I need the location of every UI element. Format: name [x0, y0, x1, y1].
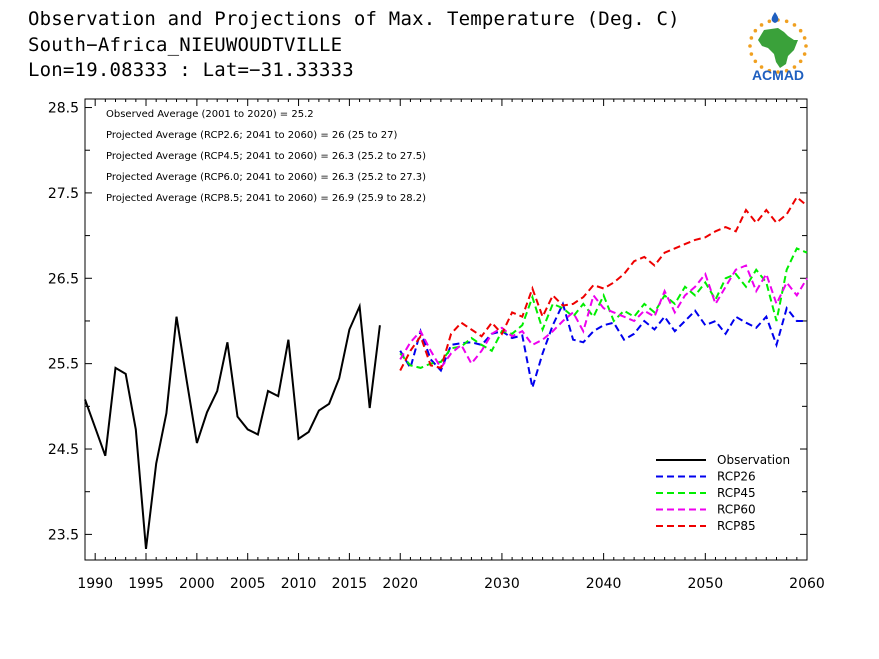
sun-ring-dot — [784, 19, 789, 24]
chart-title-line-3: Lon=19.08333 : Lat=−31.33333 — [28, 59, 354, 81]
x-tick-label: 2050 — [687, 576, 723, 592]
sun-ring-dot — [749, 52, 754, 56]
series-line-rcp26 — [399, 301, 807, 388]
y-tick-label: 24.5 — [48, 442, 79, 458]
x-tick-label: 2060 — [789, 576, 825, 592]
legend-label: RCP26 — [717, 470, 756, 484]
x-tick-label: 1990 — [77, 576, 113, 592]
chart-legend: Observation RCP26 RCP45 RCP60 RCP85 — [656, 453, 790, 533]
series-line-rcp45 — [399, 247, 808, 369]
sun-ring-icon — [748, 18, 808, 74]
acmad-logo-text: ACMAD — [752, 67, 804, 83]
average-annotation: Observed Average (2001 to 2020) = 25.2 — [106, 109, 314, 120]
average-annotation: Projected Average (RCP2.6; 2041 to 2060)… — [106, 130, 398, 141]
x-tick-label: 2040 — [586, 576, 622, 592]
x-tick-label: 2020 — [382, 576, 418, 592]
x-tick-label: 2010 — [281, 576, 317, 592]
sun-ring-dot — [792, 23, 797, 27]
series-line-rcp85 — [399, 195, 808, 371]
sun-ring-dot — [804, 44, 808, 48]
africa-map-icon — [758, 28, 798, 68]
chart-title-line-2: South−Africa_NIEUWOUDTVILLE — [28, 34, 343, 56]
average-annotation: Projected Average (RCP4.5; 2041 to 2060)… — [106, 151, 426, 162]
legend-label: RCP45 — [717, 486, 756, 500]
y-tick-label: 25.5 — [48, 357, 79, 373]
series-line-rcp60 — [399, 264, 808, 370]
x-tick-label: 2030 — [484, 576, 520, 592]
chart-title-line-1: Observation and Projections of Max. Temp… — [28, 8, 680, 30]
y-tick-label: 23.5 — [48, 527, 79, 543]
legend-label: Observation — [717, 453, 790, 467]
y-tick-label: 27.5 — [48, 186, 79, 202]
y-tick-label: 28.5 — [48, 101, 79, 117]
sun-ring-dot — [767, 68, 772, 73]
sun-ring-dot — [749, 36, 754, 40]
plot-frame — [84, 98, 808, 561]
x-tick-label: 2000 — [179, 576, 215, 592]
legend-label: RCP85 — [717, 519, 756, 533]
acmad-logo: ACMAD — [748, 12, 808, 83]
sun-ring-dot — [792, 65, 797, 69]
sun-ring-dot — [802, 52, 807, 56]
sun-ring-dot — [798, 28, 803, 33]
x-tick-label: 1995 — [128, 576, 164, 592]
series-line-observation — [84, 302, 381, 550]
average-annotation: Projected Average (RCP8.5; 2041 to 2060)… — [106, 193, 426, 204]
sun-ring-dot — [759, 65, 764, 69]
sun-ring-dot — [759, 23, 764, 27]
x-tick-label: 2015 — [332, 576, 368, 592]
sun-ring-dot — [802, 36, 807, 40]
sun-ring-dot — [748, 44, 752, 48]
water-drop-icon — [771, 12, 779, 23]
chart-annotations: Observed Average (2001 to 2020) = 25.2 Pr… — [106, 109, 426, 204]
sun-ring-dot — [753, 59, 758, 64]
legend-label: RCP60 — [717, 503, 756, 517]
sun-ring-dot — [784, 68, 789, 73]
x-tick-label: 2005 — [230, 576, 266, 592]
y-tick-label: 26.5 — [48, 271, 79, 287]
sun-ring-dot — [798, 59, 803, 64]
sun-ring-dot — [767, 19, 772, 24]
sun-ring-dot — [753, 28, 758, 33]
chart-axes: 23.5 24.5 25.5 26.5 27.5 28.5 1990 1995 2000 2005… — [48, 98, 825, 592]
chart-series-layer — [84, 195, 808, 550]
average-annotation: Projected Average (RCP6.0; 2041 to 2060)… — [106, 172, 426, 183]
sun-ring-dot — [776, 70, 780, 74]
